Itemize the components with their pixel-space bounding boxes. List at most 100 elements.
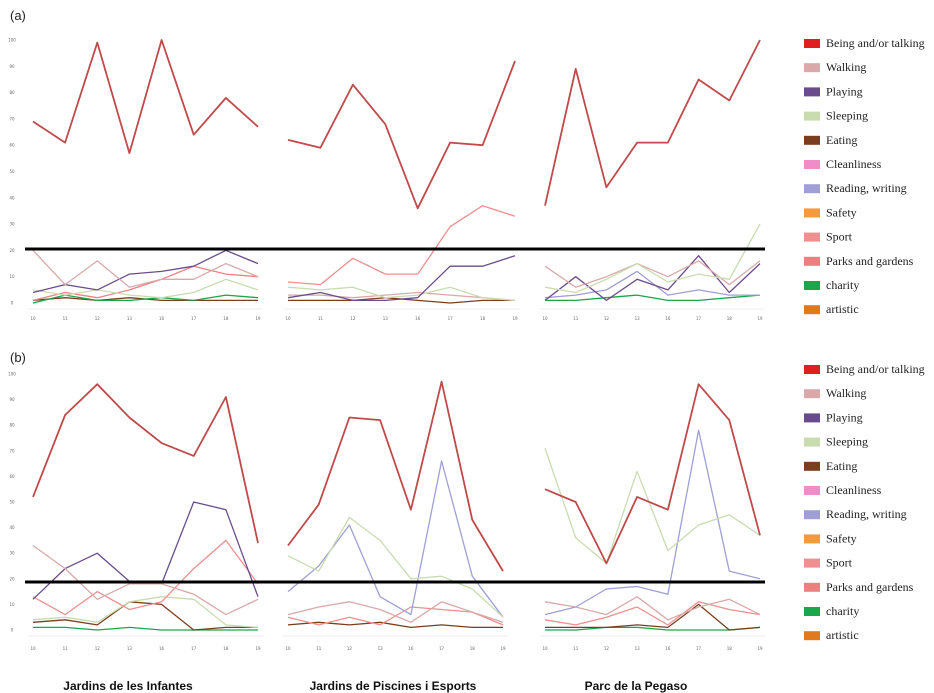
legend-swatch [804, 135, 820, 145]
y-tick-label: 40 [9, 195, 15, 200]
legend-label: Eating [826, 133, 857, 147]
x-tick-label: 12 [604, 646, 610, 651]
series-line-sleeping [287, 516, 504, 618]
legend-label: Sleeping [826, 435, 868, 449]
series-line-playing [544, 255, 761, 302]
x-tick-label: 10 [285, 316, 291, 321]
series-line-being-and-or-talking [544, 39, 761, 206]
x-tick-label: 11 [573, 646, 579, 651]
legend-swatch [804, 510, 820, 520]
y-tick-label: 0 [11, 628, 14, 633]
y-tick-label: 60 [9, 143, 15, 148]
y-tick-label: 90 [9, 397, 15, 402]
x-tick-label: 10 [285, 646, 291, 651]
legend-label: charity [826, 278, 859, 292]
x-tick-label: 17 [448, 316, 454, 321]
x-tick-label: 10 [30, 646, 36, 651]
x-tick-label: 19 [757, 646, 763, 651]
x-tick-label: 18 [470, 646, 476, 651]
series-line-eating [287, 621, 503, 629]
series-line-reading-writing [544, 270, 760, 299]
series-line-charity [545, 294, 761, 302]
legend-swatch [804, 631, 820, 641]
legend-label: Cleanliness [826, 157, 882, 171]
x-tick-label: 18 [480, 316, 486, 321]
legend-swatch [804, 111, 820, 121]
series-line-playing [32, 249, 259, 294]
series-line-charity [545, 626, 761, 631]
x-tick-label: 16 [665, 316, 671, 321]
y-tick-label: 20 [9, 248, 15, 253]
x-tick-label: 19 [512, 316, 518, 321]
x-tick-label: 17 [191, 316, 197, 321]
panel-label-b: (b) [10, 350, 26, 365]
y-tick-label: 60 [9, 474, 15, 479]
x-tick-label: 13 [383, 316, 389, 321]
legend-swatch [804, 87, 820, 97]
legend-swatch [804, 558, 820, 568]
series-line-reading-writing [287, 460, 504, 618]
x-tick-label: 16 [415, 316, 421, 321]
legend-swatch [804, 184, 820, 194]
legend-swatch [804, 607, 820, 616]
legend-label: Safety [826, 205, 857, 219]
x-tick-label: 18 [223, 316, 229, 321]
x-tick-label: 13 [635, 316, 641, 321]
series-line-walking [32, 544, 259, 616]
series-line-being-and-or-talking [544, 383, 761, 565]
legend-swatch [804, 413, 820, 423]
legend-label: Walking [826, 60, 866, 74]
x-tick-label: 19 [255, 316, 261, 321]
series-line-eating [32, 601, 258, 631]
y-tick-label: 70 [9, 116, 15, 121]
y-tick-label: 100 [8, 372, 16, 377]
y-tick-label: 90 [9, 64, 15, 69]
x-tick-label: 18 [727, 646, 733, 651]
x-tick-label: 18 [223, 646, 229, 651]
x-tick-label: 17 [439, 646, 445, 651]
x-tick-label: 16 [408, 646, 414, 651]
x-tick-label: 17 [696, 646, 702, 651]
y-tick-label: 50 [9, 169, 15, 174]
site-label-1: Jardins de les Infantes [63, 679, 193, 693]
legend-label: Sport [826, 556, 853, 570]
y-tick-label: 80 [9, 90, 15, 95]
x-tick-label: 11 [63, 316, 69, 321]
series-line-sport [32, 539, 259, 616]
series-line-walking [32, 249, 259, 288]
y-tick-label: 100 [8, 38, 16, 43]
series-line-sleeping [32, 596, 259, 629]
series-line-sleeping [32, 278, 259, 299]
x-tick-label: 13 [635, 646, 641, 651]
legend-label: Parks and gardens [826, 580, 914, 594]
series-line-reading-writing [544, 429, 761, 616]
series-line-walking [288, 291, 516, 302]
series-line-sport [287, 205, 516, 286]
series-line-sport [544, 601, 761, 626]
x-tick-label: 10 [542, 316, 548, 321]
x-tick-label: 13 [378, 646, 384, 651]
legend-swatch [804, 305, 820, 315]
series-line-walking [544, 596, 761, 621]
legend-label: artistic [826, 628, 859, 642]
legend-swatch [804, 461, 820, 471]
legend-swatch [804, 281, 820, 290]
legend-label: Parks and gardens [826, 254, 914, 268]
legend-swatch [804, 437, 820, 447]
x-tick-label: 11 [573, 316, 579, 321]
legend-label: charity [826, 604, 859, 618]
x-tick-label: 18 [727, 316, 733, 321]
y-tick-label: 0 [11, 301, 14, 306]
legend-label: Sport [826, 230, 853, 244]
series-line-parks-and-gardens [32, 265, 259, 302]
y-tick-label: 50 [9, 500, 15, 505]
series-line-walking [544, 260, 761, 288]
legend-label: Sleeping [826, 109, 868, 123]
y-tick-label: 40 [9, 525, 15, 530]
legend-swatch [804, 63, 820, 73]
legend-swatch [804, 208, 820, 218]
legend-label: Cleanliness [826, 483, 882, 497]
legend-label: Being and/or talking [826, 36, 925, 50]
